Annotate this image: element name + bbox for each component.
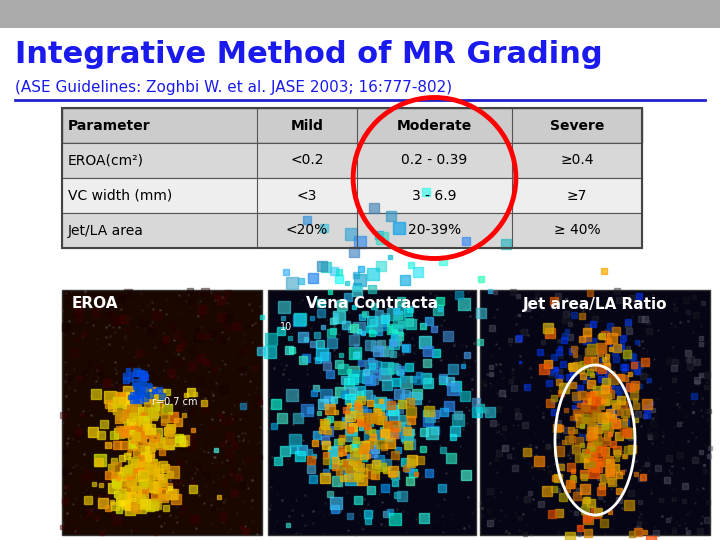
FancyBboxPatch shape (0, 0, 720, 28)
Text: Integrative Method of MR Grading: Integrative Method of MR Grading (15, 40, 603, 69)
FancyBboxPatch shape (62, 178, 642, 213)
Text: 20-39%: 20-39% (408, 224, 461, 238)
Text: (ASE Guidelines: Zoghbi W. et al. JASE 2003; 16:777-802): (ASE Guidelines: Zoghbi W. et al. JASE 2… (15, 80, 452, 95)
Text: VC width (mm): VC width (mm) (68, 188, 172, 202)
Text: ≥7: ≥7 (567, 188, 588, 202)
Text: Parameter: Parameter (68, 118, 150, 132)
Text: 3 - 6.9: 3 - 6.9 (413, 188, 456, 202)
Text: Jet/LA area: Jet/LA area (68, 224, 144, 238)
FancyBboxPatch shape (268, 290, 476, 535)
FancyBboxPatch shape (62, 108, 642, 143)
Text: EROA: EROA (72, 296, 119, 312)
Text: Severe: Severe (550, 118, 604, 132)
FancyBboxPatch shape (62, 213, 642, 248)
Text: Mild: Mild (291, 118, 323, 132)
Text: <20%: <20% (286, 224, 328, 238)
Text: r=0.7 cm: r=0.7 cm (152, 397, 197, 407)
Text: <3: <3 (297, 188, 318, 202)
FancyBboxPatch shape (480, 290, 710, 535)
Text: EROA(cm²): EROA(cm²) (68, 153, 144, 167)
FancyBboxPatch shape (62, 143, 642, 178)
Text: ≥ 40%: ≥ 40% (554, 224, 600, 238)
Text: <0.2: <0.2 (290, 153, 324, 167)
Text: 10: 10 (280, 322, 292, 332)
Text: 0.2 - 0.39: 0.2 - 0.39 (401, 153, 467, 167)
Text: Jet area/LA Ratio: Jet area/LA Ratio (523, 296, 667, 312)
Text: ≥0.4: ≥0.4 (560, 153, 594, 167)
Text: Moderate: Moderate (397, 118, 472, 132)
FancyBboxPatch shape (62, 290, 262, 535)
Text: Vena Contracta: Vena Contracta (306, 296, 438, 312)
